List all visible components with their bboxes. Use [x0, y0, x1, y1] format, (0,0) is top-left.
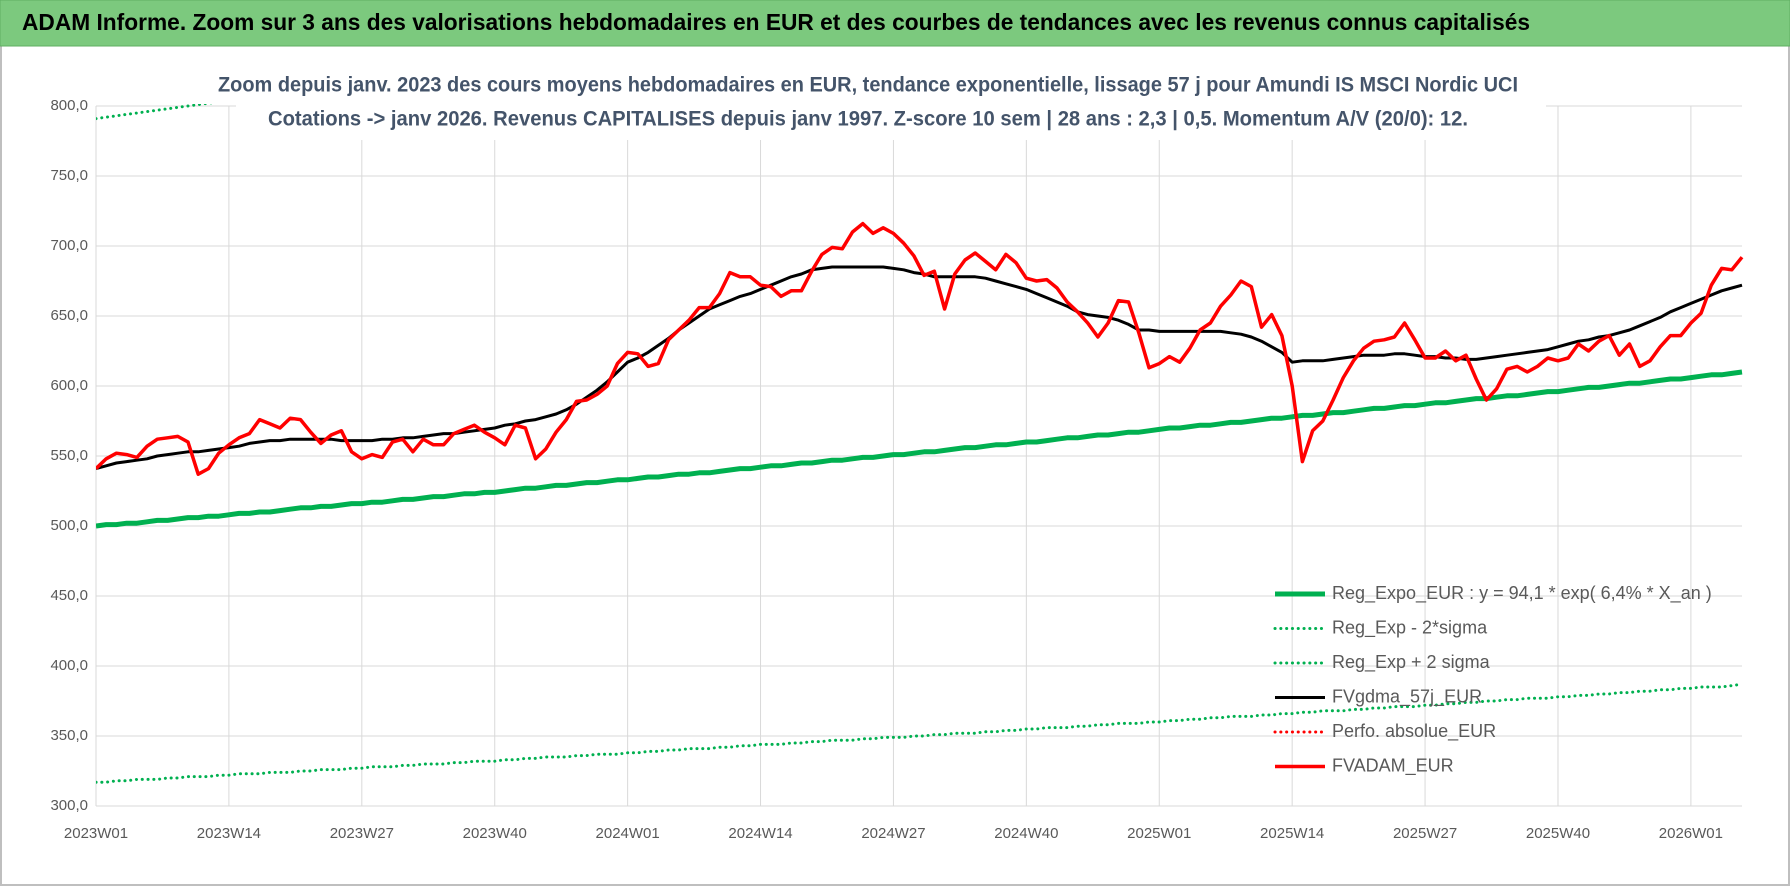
title-box — [236, 68, 1546, 140]
y-tick-label: 400,0 — [50, 657, 88, 674]
header-title: ADAM Informe. Zoom sur 3 ans des valoris… — [22, 9, 1530, 35]
legend-label: Reg_Expo_EUR : y = 94,1 * exp( 6,4% * X_… — [1332, 583, 1712, 604]
series-line — [96, 369, 1743, 529]
y-tick-label: 700,0 — [50, 237, 88, 254]
x-tick-label: 2024W14 — [728, 825, 792, 842]
x-tick-label: 2026W01 — [1659, 825, 1723, 842]
x-tick-label: 2024W01 — [596, 825, 660, 842]
x-tick-label: 2023W14 — [197, 825, 261, 842]
y-tick-label: 300,0 — [50, 797, 88, 814]
y-tick-label: 650,0 — [50, 307, 88, 324]
y-tick-label: 350,0 — [50, 727, 88, 744]
header-bar — [0, 0, 1790, 47]
x-tick-label: 2025W27 — [1393, 825, 1457, 842]
chart-subtitle: Cotations -> janv 2026. Revenus CAPITALI… — [268, 108, 1468, 131]
legend-label: Reg_Exp + 2 sigma — [1332, 652, 1491, 673]
x-tick-label: 2023W27 — [330, 825, 394, 842]
x-tick-label: 2025W14 — [1260, 825, 1324, 842]
x-tick-label: 2024W40 — [994, 825, 1058, 842]
x-tick-label: 2023W01 — [64, 825, 128, 842]
chart-title: Zoom depuis janv. 2023 des cours moyens … — [218, 74, 1518, 97]
x-tick-label: 2025W01 — [1127, 825, 1191, 842]
legend-label: FVgdma_57j_EUR — [1332, 686, 1482, 707]
labels: 300,0 350,0 400,0 450,0 500,0 550,0 600,0 650,0… — [50, 97, 1723, 842]
grid — [95, 105, 1742, 807]
legend-label: FVADAM_EUR — [1332, 755, 1454, 776]
plot-lines — [96, 104, 1744, 784]
y-tick-label: 800,0 — [50, 97, 88, 114]
legend: Reg_Expo_EUR : y = 94,1 * exp( 6,4% * X_… — [1273, 583, 1712, 776]
y-tick-label: 500,0 — [50, 517, 88, 534]
x-tick-label: 2025W40 — [1526, 825, 1590, 842]
legend-label: Reg_Exp - 2*sigma — [1332, 617, 1488, 638]
y-tick-label: 750,0 — [50, 167, 88, 184]
legend-label: Perfo. absolue_EUR — [1332, 721, 1496, 742]
x-tick-label: 2023W40 — [463, 825, 527, 842]
y-tick-label: 600,0 — [50, 377, 88, 394]
x-tick-label: 2024W27 — [861, 825, 925, 842]
y-tick-label: 450,0 — [50, 587, 88, 604]
series-line — [96, 221, 1744, 476]
y-tick-label: 550,0 — [50, 447, 88, 464]
